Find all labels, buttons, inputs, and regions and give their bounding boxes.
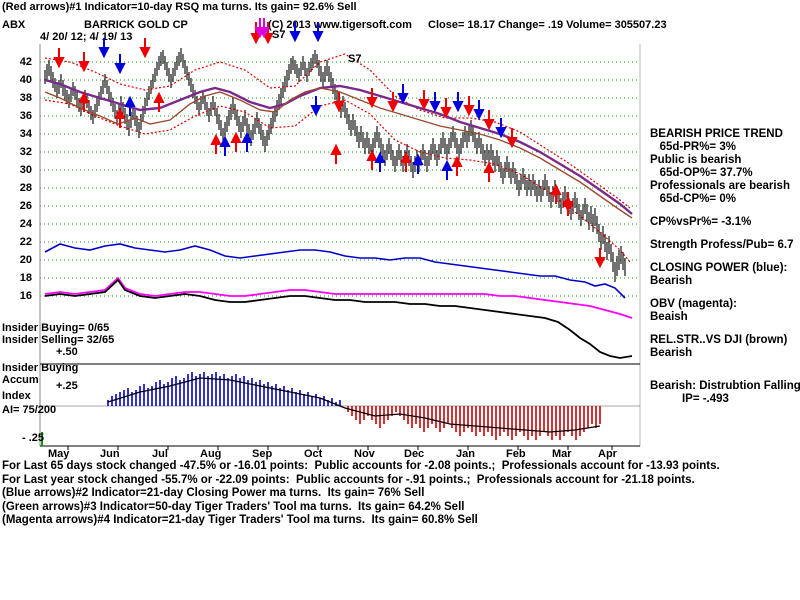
x-tick-oct: Oct <box>304 448 323 460</box>
right-line-18: Bearish <box>650 347 693 359</box>
right-line-13 <box>650 288 800 298</box>
right-line-15: Beaish <box>650 311 688 323</box>
y-tick-18: 18 <box>19 272 32 284</box>
svg-text:S7: S7 <box>272 29 285 41</box>
y-tick-24: 24 <box>19 218 32 230</box>
y-tick-30: 30 <box>19 164 32 176</box>
right-line-1: 65d-PR%= 3% <box>650 141 736 153</box>
y-tick-36: 36 <box>19 110 32 122</box>
company-name: BARRICK GOLD CP <box>84 19 188 31</box>
footer-line-4: (Magenta arrows)#4 Indicator=21-day Tige… <box>2 514 478 526</box>
footer-text-block: For Last 65 days stock changed -47.5% or… <box>2 460 798 528</box>
right-line-3: 65d-OP%= 37.7% <box>650 167 753 179</box>
y-tick-20: 20 <box>19 254 32 266</box>
x-tick-sep: Sep <box>252 448 273 460</box>
x-tick-may: May <box>48 448 70 460</box>
right-line-4: Professionals are bearish <box>650 180 790 192</box>
relative-strength-line <box>44 87 633 219</box>
svg-text:S7: S7 <box>348 53 361 65</box>
signal-arrows: S7 S7 <box>41 18 606 446</box>
accum-scale-minus25: - .25 <box>22 432 45 444</box>
footer-line-2: (Blue arrows)#2 Indicator=21-day Closing… <box>2 487 425 499</box>
y-tick-38: 38 <box>19 92 32 104</box>
accum-title-line3: Index <box>2 390 31 402</box>
x-tick-jan: Jan <box>456 448 475 460</box>
x-tick-nov: Nov <box>354 448 375 460</box>
ai-value: AI= 75/200 <box>2 404 57 416</box>
accum-title-line2: Accum <box>2 374 39 386</box>
copyright-notice: (C) 2013 www.tigersoft.com <box>268 19 412 31</box>
right-line-11: CLOSING POWER (blue): <box>650 262 788 274</box>
y-tick-34: 34 <box>19 128 32 140</box>
ticker-symbol: ABX <box>2 19 26 31</box>
insider-selling-count: Insider Selling= 32/65 <box>2 334 115 346</box>
right-line-0: BEARISH PRICE TREND <box>650 128 783 140</box>
accum-histogram-bars <box>107 372 601 440</box>
purple-moving-average-line <box>44 78 633 215</box>
obv-line <box>44 276 633 319</box>
accum-title-line1: Insider Buying <box>2 362 79 374</box>
x-tick-jul: Jul <box>152 448 168 460</box>
price-ohlc-bars <box>44 48 626 282</box>
footer-line-3: (Green arrows)#3 Indicator=50-day Tiger … <box>2 500 465 513</box>
y-tick-40: 40 <box>19 74 32 86</box>
x-tick-feb: Feb <box>506 448 526 460</box>
y-tick-16: 16 <box>19 290 32 302</box>
x-tick-apr: Apr <box>598 448 617 460</box>
right-line-8 <box>650 229 800 239</box>
indicator-1-headline: (Red arrows)#1 Indicator=10-day RSQ ma t… <box>2 1 357 13</box>
accum-scale-plus25: +.25 <box>56 380 78 392</box>
right-line-10 <box>650 252 800 262</box>
y-tick-42: 42 <box>19 56 32 68</box>
obv-black-line <box>44 278 633 359</box>
footer-line-0: For Last 65 days stock changed -47.5% or… <box>2 460 720 472</box>
right-line-20 <box>650 370 800 380</box>
x-tick-jun: Jun <box>100 448 120 460</box>
right-line-16 <box>650 324 800 334</box>
right-line-6 <box>650 206 800 216</box>
right-line-2: Public is bearish <box>650 154 742 166</box>
date-range: 4/ 20/ 12; 4/ 19/ 13 <box>40 31 133 43</box>
x-tick-mar: Mar <box>552 448 572 460</box>
y-tick-26: 26 <box>19 200 32 212</box>
quote-summary: Close= 18.17 Change= .19 Volume= 305507.… <box>428 19 667 31</box>
y-tick-28: 28 <box>19 182 32 194</box>
accum-scale-plus50: +.50 <box>56 346 78 358</box>
right-line-17: REL.STR..VS DJI (brown) <box>650 334 788 346</box>
insider-buying-count: Insider Buying= 0/65 <box>2 322 110 334</box>
x-tick-dec: Dec <box>404 448 425 460</box>
red-dotted-bands <box>44 53 631 263</box>
right-line-19 <box>650 360 800 370</box>
x-axis-ticks <box>67 446 613 450</box>
right-line-12: Bearish <box>650 275 693 287</box>
right-line-7: CP%vsPr%= -3.1% <box>650 216 752 228</box>
footer-line-1: For Last year stock changed -55.7% or -2… <box>2 473 695 486</box>
closing-power-line <box>44 243 626 299</box>
x-tick-aug: Aug <box>200 448 222 460</box>
y-tick-32: 32 <box>19 146 32 158</box>
y-tick-22: 22 <box>19 236 32 248</box>
right-line-21: Bearish: Distrubtion Falling <box>650 380 800 392</box>
right-line-14: OBV (magenta): <box>650 298 737 310</box>
right-line-22: IP= -.493 <box>650 393 729 405</box>
right-line-5: 65d-CP%= 0% <box>650 193 736 205</box>
right-line-9: Strength Profess/Pub= 6.7 <box>650 239 794 251</box>
right-info-panel: BEARISH PRICE TREND 65d-PR%= 3% Public i… <box>650 128 800 406</box>
